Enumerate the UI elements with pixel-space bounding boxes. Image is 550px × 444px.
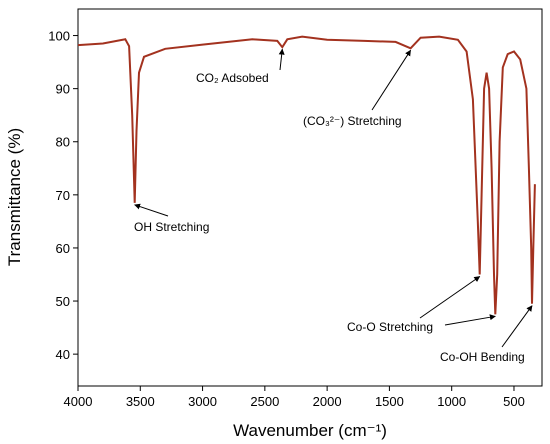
y-tick-label: 80 — [56, 135, 70, 150]
y-tick-label: 100 — [48, 29, 70, 44]
annotation: Co-O Stretching — [347, 320, 433, 334]
y-axis-label: Transmittance (%) — [5, 128, 24, 266]
plot-frame — [77, 8, 543, 387]
annotation: (CO₃²⁻) Stretching — [303, 114, 402, 128]
y-tick-label: 40 — [56, 347, 70, 362]
x-tick-label: 4000 — [64, 394, 93, 409]
annotation-arrow — [419, 276, 481, 319]
annotation-arrow — [371, 49, 412, 111]
y-tick-label: 70 — [56, 188, 70, 203]
x-tick-label: 1500 — [375, 394, 404, 409]
annotation-arrow — [444, 314, 496, 326]
annotation-arrow — [134, 203, 169, 217]
y-tick-label: 60 — [56, 241, 70, 256]
spectrum-line — [77, 35, 536, 315]
x-tick-label: 2000 — [313, 394, 342, 409]
annotation: OH Stretching — [134, 220, 209, 234]
y-tick-label: 50 — [56, 294, 70, 309]
x-tick-label: 3500 — [126, 394, 155, 409]
x-tick-label: 1000 — [437, 394, 466, 409]
annotation-arrow — [501, 305, 533, 348]
annotation: CO₂ Adsobed — [196, 71, 269, 85]
annotation-arrow — [278, 48, 285, 71]
annotation: Co-OH Bending — [440, 350, 525, 364]
y-tick-label: 90 — [56, 82, 70, 97]
x-tick-label: 2500 — [250, 394, 279, 409]
x-axis-label: Wavenumber (cm⁻¹) — [233, 421, 387, 440]
x-tick-label: 3000 — [188, 394, 217, 409]
x-tick-label: 500 — [503, 394, 525, 409]
